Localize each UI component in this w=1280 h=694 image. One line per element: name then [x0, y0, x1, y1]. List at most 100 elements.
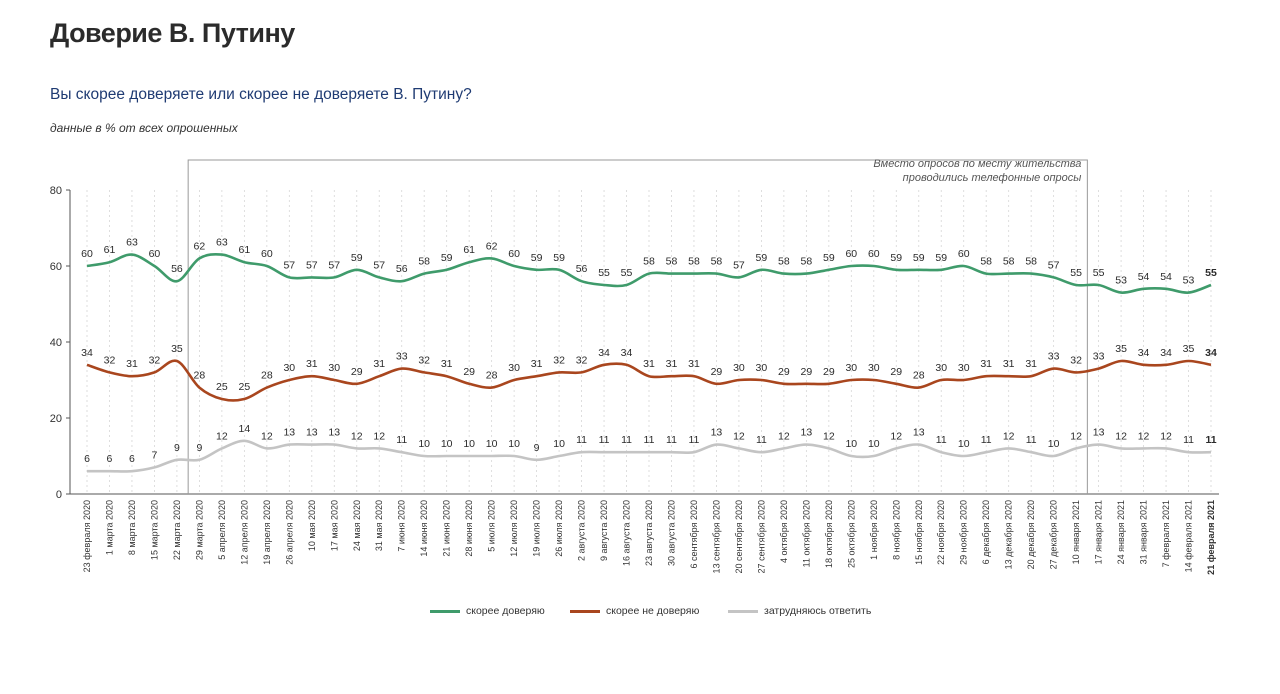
data-label-trust: 59	[913, 252, 925, 264]
data-label-trust: 55	[1070, 267, 1082, 279]
x-tick-label: 1 ноября 2020	[869, 500, 879, 560]
x-tick-label: 17 января 2021	[1094, 500, 1104, 564]
x-tick-label: 31 мая 2020	[374, 500, 384, 551]
x-tick-label: 7 июня 2020	[397, 500, 407, 552]
data-label-undecided: 9	[174, 442, 180, 454]
series-line-trust	[86, 253, 1212, 294]
data-label-trust: 58	[1003, 256, 1015, 268]
data-label-distrust: 29	[778, 366, 790, 378]
data-label-trust: 57	[373, 259, 385, 271]
data-label-undecided: 10	[508, 438, 520, 450]
data-label-distrust: 31	[688, 358, 700, 370]
legend-swatch-distrust	[570, 609, 600, 613]
data-label-trust: 59	[441, 252, 453, 264]
x-tick-label: 4 октября 2020	[779, 500, 789, 563]
x-tick-label: 29 ноября 2020	[959, 500, 969, 565]
data-label-undecided: 11	[756, 434, 767, 446]
data-label-distrust: 30	[935, 362, 947, 374]
x-tick-label: 23 августа 2020	[644, 500, 654, 566]
data-label-distrust: 32	[149, 354, 161, 366]
data-label-undecided: 11	[396, 434, 407, 446]
x-tick-label: 31 января 2021	[1139, 500, 1149, 564]
data-label-distrust: 30	[958, 362, 970, 374]
data-label-trust: 58	[711, 256, 723, 268]
data-label-distrust: 35	[171, 343, 183, 355]
x-tick-label: 7 февраля 2021	[1161, 500, 1171, 567]
data-label-trust: 60	[845, 248, 857, 260]
data-label-undecided: 13	[328, 427, 340, 439]
data-label-trust: 55	[1205, 267, 1217, 279]
data-label-undecided: 9	[534, 442, 540, 454]
x-tick-label: 8 ноября 2020	[891, 500, 901, 560]
annotation-bracket	[187, 159, 1088, 494]
data-label-trust: 58	[666, 256, 678, 268]
data-label-trust: 56	[396, 263, 408, 275]
data-label-undecided: 10	[1048, 438, 1060, 450]
data-label-undecided: 12	[1138, 430, 1150, 442]
data-label-undecided: 12	[351, 430, 363, 442]
data-label-undecided: 12	[1160, 430, 1172, 442]
x-tick-label: 22 ноября 2020	[936, 500, 946, 565]
data-label-distrust: 33	[1093, 351, 1105, 363]
data-label-distrust: 31	[1025, 358, 1037, 370]
data-label-trust: 55	[598, 267, 610, 279]
data-label-distrust: 30	[508, 362, 520, 374]
data-label-distrust: 30	[283, 362, 295, 374]
data-label-distrust: 25	[216, 381, 228, 393]
data-label-undecided: 13	[801, 427, 813, 439]
data-label-undecided: 12	[778, 430, 790, 442]
data-label-trust: 59	[890, 252, 902, 264]
data-label-trust: 58	[1025, 256, 1037, 268]
x-tick-label: 6 сентября 2020	[689, 500, 699, 568]
data-label-undecided: 11	[1183, 434, 1194, 446]
data-label-undecided: 13	[1093, 427, 1105, 439]
data-label-trust: 58	[801, 256, 813, 268]
data-label-distrust: 33	[396, 351, 408, 363]
x-tick-label: 8 марта 2020	[127, 500, 137, 555]
x-tick-label: 24 января 2021	[1116, 500, 1126, 564]
data-label-distrust: 29	[463, 366, 475, 378]
data-label-distrust: 29	[801, 366, 813, 378]
data-label-distrust: 30	[733, 362, 745, 374]
data-label-trust: 59	[823, 252, 835, 264]
data-label-trust: 58	[980, 256, 992, 268]
data-label-undecided: 10	[958, 438, 970, 450]
x-tick-label: 22 марта 2020	[172, 500, 182, 560]
data-label-distrust: 28	[486, 370, 498, 382]
data-label-distrust: 33	[1048, 351, 1060, 363]
x-tick-label: 25 октября 2020	[846, 500, 856, 568]
data-label-undecided: 12	[1115, 430, 1127, 442]
chart-title: Доверие В. Путину	[50, 18, 295, 48]
data-label-undecided: 11	[666, 434, 677, 446]
data-label-distrust: 34	[1205, 347, 1217, 359]
data-label-trust: 57	[733, 259, 745, 271]
data-label-undecided: 9	[196, 442, 202, 454]
x-tick-label: 11 октября 2020	[801, 500, 811, 567]
y-tick-label: 60	[50, 261, 62, 273]
annotation-text: проводились телефонные опросы	[903, 172, 1082, 184]
data-label-trust: 58	[778, 256, 790, 268]
data-label-undecided: 10	[553, 438, 565, 450]
data-label-distrust: 32	[418, 354, 430, 366]
data-label-undecided: 11	[644, 434, 655, 446]
data-label-undecided: 11	[981, 434, 992, 446]
data-label-distrust: 30	[845, 362, 857, 374]
data-label-distrust: 29	[890, 366, 902, 378]
data-label-undecided: 7	[152, 449, 158, 461]
legend-label-trust: скорее доверяю	[466, 605, 545, 617]
x-tick-label: 26 апреля 2020	[284, 500, 294, 565]
data-label-trust: 55	[1093, 267, 1105, 279]
data-label-trust: 60	[958, 248, 970, 260]
x-tick-label: 1 марта 2020	[104, 500, 114, 555]
data-label-undecided: 10	[418, 438, 430, 450]
x-tick-label: 14 июня 2020	[419, 500, 429, 557]
data-label-undecided: 12	[1003, 430, 1015, 442]
data-label-undecided: 6	[129, 453, 135, 465]
data-label-distrust: 31	[643, 358, 655, 370]
data-label-distrust: 31	[306, 358, 318, 370]
data-label-trust: 54	[1160, 271, 1172, 283]
data-label-trust: 55	[621, 267, 633, 279]
x-tick-label: 15 марта 2020	[149, 500, 159, 560]
data-label-distrust: 32	[1070, 354, 1082, 366]
data-label-trust: 57	[306, 259, 318, 271]
